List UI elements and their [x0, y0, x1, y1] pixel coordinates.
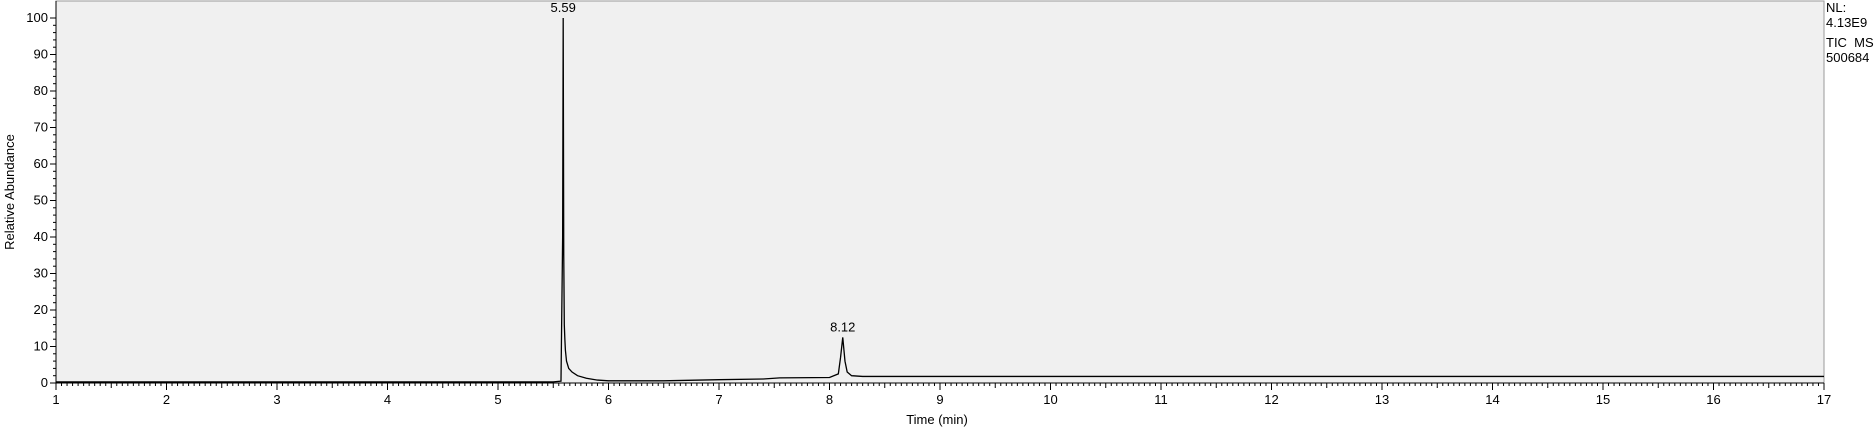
x-tick-label: 16: [1706, 392, 1720, 407]
y-tick-label: 60: [34, 156, 48, 171]
tic-trace-line: [56, 17, 1824, 383]
x-tick-label: 13: [1375, 392, 1389, 407]
x-tick-label: 10: [1043, 392, 1057, 407]
y-axis-title: Relative Abundance: [2, 134, 17, 250]
x-tick-label: 3: [273, 392, 280, 407]
x-tick-label: 4: [384, 392, 391, 407]
x-tick-label: 11: [1154, 392, 1168, 407]
peak-label: 5.59: [551, 0, 576, 15]
y-tick-label: 90: [34, 47, 48, 62]
x-tick-label: 14: [1485, 392, 1499, 407]
peak-annotations: 5.59 8.12: [551, 0, 856, 334]
x-tick-label: 8: [826, 392, 833, 407]
y-tick-label: 30: [34, 266, 48, 281]
sample-id: 500684: [1826, 50, 1869, 65]
x-axis-title: Time (min): [906, 412, 968, 427]
peak-label: 8.12: [830, 319, 855, 334]
x-tick-label: 1: [52, 392, 59, 407]
x-tick-label: 7: [715, 392, 722, 407]
y-tick-label: 0: [41, 375, 48, 390]
x-tick-label: 5: [494, 392, 501, 407]
nl-value: 4.13E9: [1826, 15, 1867, 30]
x-tick-label: 15: [1596, 392, 1610, 407]
x-tick-label: 12: [1264, 392, 1278, 407]
y-axis: 0 10 20 30 40 50 60 70 80 90 100: [26, 1, 57, 390]
y-tick-label: 40: [34, 229, 48, 244]
x-tick-label: 6: [605, 392, 612, 407]
x-tick-label: 9: [936, 392, 943, 407]
scan-info: NL: 4.13E9 TIC MS 500684: [1826, 0, 1874, 65]
x-axis: 1 2 3 4 5 6 7 8 9 10 11 12 13 14 15 16 17: [52, 382, 1831, 407]
plot-area: [55, 0, 1825, 384]
y-tick-label: 50: [34, 193, 48, 208]
y-tick-label: 20: [34, 302, 48, 317]
x-tick-label: 2: [163, 392, 170, 407]
y-tick-label: 80: [34, 83, 48, 98]
x-tick-label: 17: [1817, 392, 1831, 407]
y-tick-label: 10: [34, 339, 48, 354]
y-tick-label: 100: [26, 10, 48, 25]
y-tick-label: 70: [34, 120, 48, 135]
trace-type: TIC MS: [1826, 35, 1874, 50]
nl-label: NL:: [1826, 0, 1846, 15]
